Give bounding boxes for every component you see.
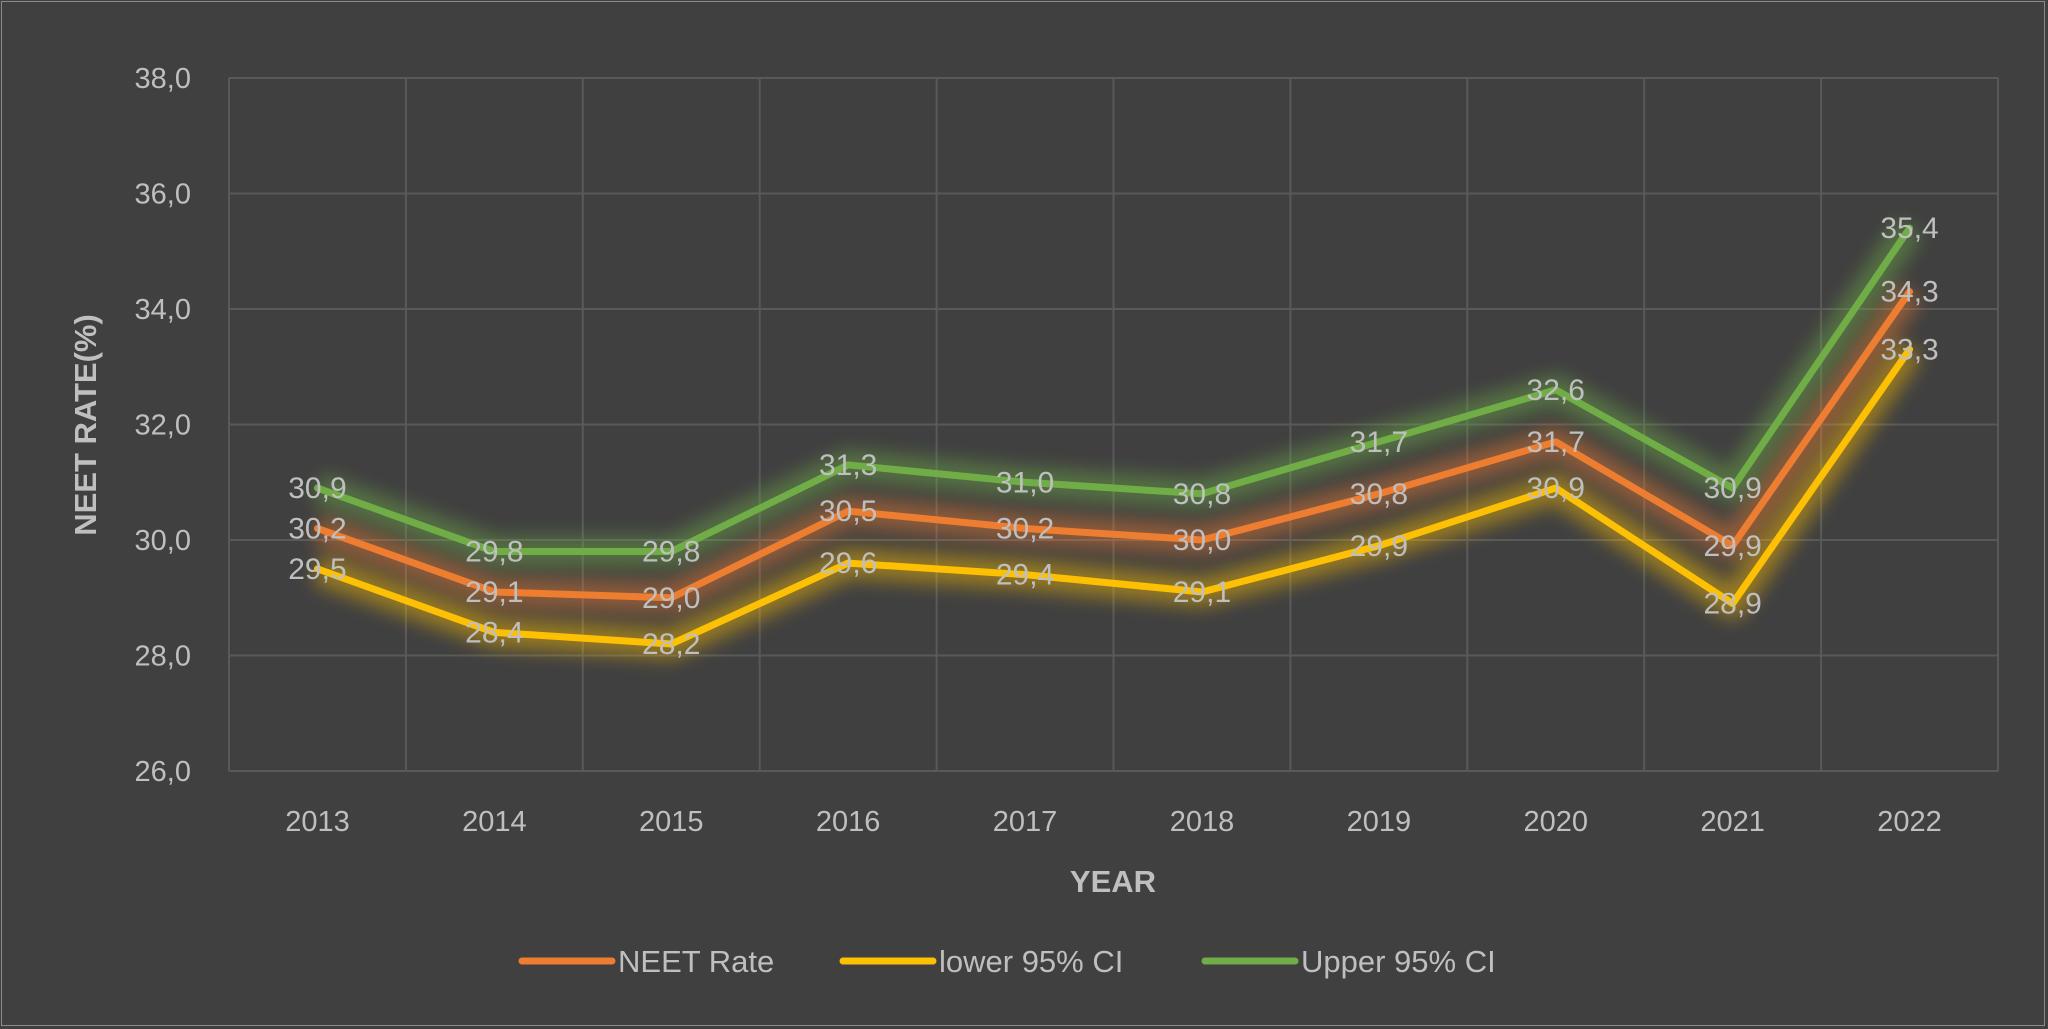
data-label: 30,9 bbox=[1527, 472, 1585, 505]
data-label: 35,4 bbox=[1880, 212, 1938, 245]
x-tick-label: 2019 bbox=[1347, 806, 1412, 838]
y-tick-label: 34,0 bbox=[135, 294, 191, 326]
data-label: 28,9 bbox=[1703, 588, 1761, 621]
data-label: 30,8 bbox=[1350, 478, 1408, 511]
y-tick-label: 30,0 bbox=[135, 525, 191, 557]
x-tick-label: 2022 bbox=[1877, 806, 1942, 838]
x-axis-title: YEAR bbox=[1070, 864, 1156, 899]
data-label: 29,1 bbox=[1173, 576, 1231, 609]
data-label: 30,9 bbox=[1703, 472, 1761, 505]
legend: NEET Rate lower 95% CI Upper 95% CI bbox=[518, 944, 1496, 979]
data-label: 29,9 bbox=[1703, 530, 1761, 563]
data-label: 28,2 bbox=[642, 628, 700, 661]
data-label: 29,1 bbox=[465, 576, 523, 609]
axes: 26,0 28,0 30,0 32,0 34,0 36,0 38,0 2013 2014 2015… bbox=[135, 63, 1942, 838]
data-label: 30,5 bbox=[819, 495, 877, 528]
data-label: 30,8 bbox=[1173, 478, 1231, 511]
data-label: 29,0 bbox=[642, 582, 700, 615]
y-tick-label: 28,0 bbox=[135, 641, 191, 673]
y-tick-label: 36,0 bbox=[135, 179, 191, 211]
data-label: 30,0 bbox=[1173, 524, 1231, 557]
data-label: 34,3 bbox=[1880, 276, 1938, 309]
data-label: 31,0 bbox=[996, 466, 1054, 499]
data-label: 29,8 bbox=[642, 536, 700, 569]
data-label: 29,6 bbox=[819, 547, 877, 580]
x-tick-label: 2020 bbox=[1523, 806, 1588, 838]
gridlines bbox=[228, 77, 1999, 772]
legend-label-1: lower 95% CI bbox=[939, 944, 1123, 979]
x-tick-label: 2017 bbox=[993, 806, 1058, 838]
legend-label-0: NEET Rate bbox=[618, 944, 774, 979]
data-label: 33,3 bbox=[1880, 333, 1938, 366]
data-label: 28,4 bbox=[465, 616, 523, 649]
series-lines bbox=[313, 224, 1914, 648]
data-label: 29,9 bbox=[1350, 530, 1408, 563]
series-line-0 bbox=[313, 288, 1914, 602]
y-axis-title: NEET RATE(%) bbox=[68, 314, 103, 536]
y-tick-label: 26,0 bbox=[135, 756, 191, 788]
y-tick-label: 32,0 bbox=[135, 410, 191, 442]
x-tick-label: 2014 bbox=[462, 806, 527, 838]
series-line-1 bbox=[313, 345, 1914, 648]
data-label: 30,2 bbox=[288, 512, 346, 545]
data-label: 31,7 bbox=[1350, 426, 1408, 459]
data-label: 29,4 bbox=[996, 559, 1054, 592]
legend-label-2: Upper 95% CI bbox=[1301, 944, 1496, 979]
data-labels: 30,2 29,1 29,0 30,5 30,2 30,0 30,8 31,7 29,9 34,3… bbox=[288, 212, 1938, 661]
x-tick-label: 2015 bbox=[639, 806, 704, 838]
data-label: 31,3 bbox=[819, 449, 877, 482]
y-tick-label: 38,0 bbox=[135, 63, 191, 95]
data-label: 32,6 bbox=[1527, 374, 1585, 407]
x-tick-label: 2021 bbox=[1700, 806, 1765, 838]
data-label: 29,5 bbox=[288, 553, 346, 586]
data-label: 31,7 bbox=[1527, 426, 1585, 459]
x-tick-label: 2016 bbox=[816, 806, 881, 838]
x-tick-label: 2013 bbox=[285, 806, 350, 838]
data-label: 29,8 bbox=[465, 536, 523, 569]
series-line-2 bbox=[313, 224, 1914, 556]
data-label: 30,2 bbox=[996, 512, 1054, 545]
x-tick-label: 2018 bbox=[1170, 806, 1235, 838]
data-label: 30,9 bbox=[288, 472, 346, 505]
